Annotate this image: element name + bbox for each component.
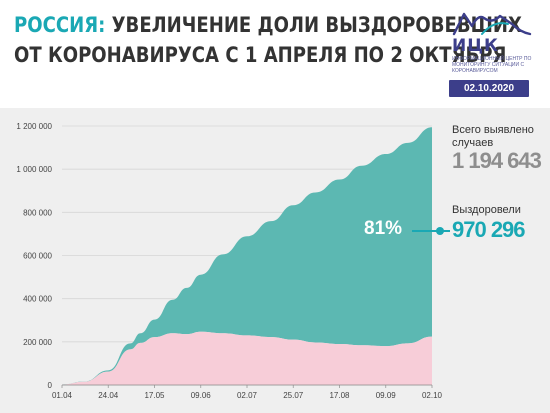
title-line-1: РОССИЯ: УВЕЛИЧЕНИЕ ДОЛИ ВЫЗДОРОВЕВШИХ — [14, 10, 522, 40]
date-badge: 02.10.2020 — [449, 80, 529, 97]
logo-text: ИЦК — [452, 36, 499, 56]
share-connector-line — [412, 230, 450, 232]
y-tick-label: 1 000 000 — [16, 165, 52, 174]
title-accent: РОССИЯ: — [14, 13, 106, 37]
logo-subtitle: Информационный центр по мониторингу ситу… — [452, 56, 532, 74]
recovered-area — [62, 127, 432, 385]
recovered-label: Выздоровели — [452, 204, 521, 216]
x-tick-label: 24.04 — [98, 391, 119, 400]
active-cases-area — [62, 331, 432, 385]
x-tick-label: 02.07 — [237, 391, 258, 400]
header: РОССИЯ: УВЕЛИЧЕНИЕ ДОЛИ ВЫЗДОРОВЕВШИХ ОТ… — [0, 0, 550, 108]
total-cases-value: 1 194 643 — [452, 148, 542, 173]
x-tick-label: 01.04 — [52, 391, 73, 400]
title-line-2: ОТ КОРОНАВИРУСА С 1 АПРЕЛЯ ПО 2 ОКТЯБРЯ — [14, 43, 507, 67]
area-chart: 0 200 000 400 000 600 000 800 000 1 000 000 1 … — [16, 122, 443, 400]
chart-panel: 0 200 000 400 000 600 000 800 000 1 000 000 1 … — [0, 108, 550, 413]
x-tick-label: 17.05 — [144, 391, 165, 400]
y-tick-label: 800 000 — [23, 208, 52, 217]
total-cases-label: Всего выявлено случаев — [452, 124, 534, 149]
mountain-logo-icon — [452, 12, 532, 36]
x-tick-label: 09.09 — [376, 391, 397, 400]
y-tick-label: 0 — [48, 381, 53, 390]
recovered-share: 81% — [364, 218, 403, 239]
recovered-value: 970 296 — [452, 217, 526, 242]
y-tick-label: 1 200 000 — [16, 122, 52, 131]
page-title: РОССИЯ: УВЕЛИЧЕНИЕ ДОЛИ ВЫЗДОРОВЕВШИХ ОТ… — [14, 10, 522, 70]
x-tick-label: 25.07 — [283, 391, 304, 400]
x-tick-label: 17.08 — [329, 391, 350, 400]
x-tick-label: 02.10 — [422, 391, 443, 400]
share-connector-dot — [436, 227, 444, 235]
y-tick-label: 400 000 — [23, 295, 52, 304]
x-tick-label: 09.06 — [191, 391, 212, 400]
y-tick-label: 200 000 — [23, 338, 52, 347]
y-tick-label: 600 000 — [23, 252, 52, 261]
